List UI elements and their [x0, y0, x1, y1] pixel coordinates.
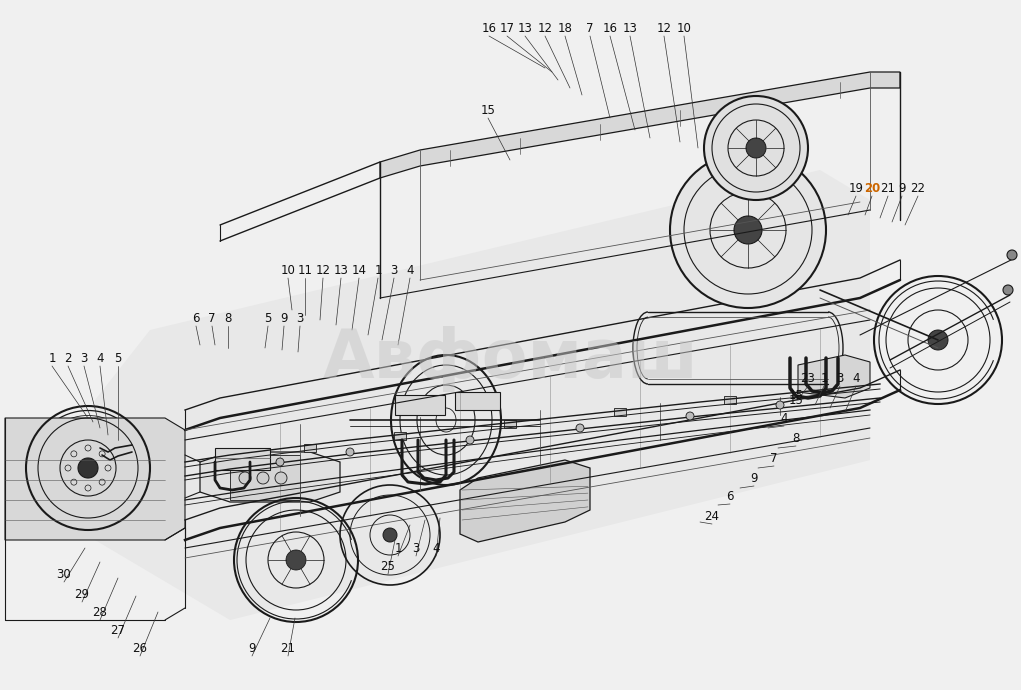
Circle shape [746, 138, 766, 158]
Circle shape [776, 401, 784, 409]
Bar [455, 392, 500, 410]
Text: 14: 14 [351, 264, 367, 277]
Circle shape [383, 528, 397, 542]
Text: 28: 28 [93, 606, 107, 618]
Text: 29: 29 [75, 587, 90, 600]
Polygon shape [380, 72, 900, 178]
Text: 30: 30 [56, 567, 71, 580]
Text: 25: 25 [381, 560, 395, 573]
Text: 26: 26 [133, 642, 147, 655]
Text: 9: 9 [248, 642, 255, 655]
Bar [394, 432, 406, 440]
Text: 4: 4 [432, 542, 440, 555]
Text: 9: 9 [898, 181, 906, 195]
Text: 8: 8 [225, 311, 232, 324]
Circle shape [704, 96, 808, 200]
Bar [304, 444, 317, 452]
Text: 3: 3 [390, 264, 398, 277]
Text: 21: 21 [880, 181, 895, 195]
Text: 6: 6 [192, 311, 200, 324]
Text: 18: 18 [557, 21, 573, 34]
Text: 3: 3 [81, 351, 88, 364]
Text: 9: 9 [750, 471, 758, 484]
Text: 13: 13 [623, 21, 637, 34]
Circle shape [928, 330, 949, 350]
Bar [504, 420, 516, 428]
Polygon shape [798, 355, 870, 398]
Text: 4: 4 [406, 264, 414, 277]
Circle shape [1007, 250, 1017, 260]
Text: 13: 13 [334, 264, 348, 277]
Text: 12: 12 [657, 21, 672, 34]
Text: 7: 7 [586, 21, 594, 34]
Circle shape [78, 458, 98, 478]
Circle shape [239, 472, 251, 484]
Polygon shape [95, 170, 870, 620]
Circle shape [576, 424, 584, 432]
Text: 8: 8 [792, 431, 799, 444]
Text: 20: 20 [864, 181, 880, 195]
Circle shape [466, 436, 474, 444]
Bar [614, 408, 626, 416]
Text: 10: 10 [677, 21, 691, 34]
Text: 19: 19 [848, 181, 864, 195]
Text: 7: 7 [770, 451, 778, 464]
Circle shape [286, 550, 306, 570]
Circle shape [670, 152, 826, 308]
Bar [395, 395, 445, 415]
Text: 6: 6 [726, 489, 734, 502]
Text: 3: 3 [836, 371, 843, 384]
Text: 9: 9 [280, 311, 288, 324]
Text: 15: 15 [481, 104, 495, 117]
Bar [215, 448, 270, 470]
Text: 11: 11 [297, 264, 312, 277]
Polygon shape [460, 460, 590, 542]
Text: 5: 5 [264, 311, 272, 324]
Polygon shape [108, 420, 160, 502]
Text: 12: 12 [315, 264, 331, 277]
Circle shape [686, 412, 694, 420]
Text: 23: 23 [800, 371, 816, 384]
Text: 7: 7 [208, 311, 215, 324]
Circle shape [275, 472, 287, 484]
Text: 17: 17 [499, 21, 515, 34]
Circle shape [734, 216, 762, 244]
Polygon shape [680, 212, 820, 248]
Text: 16: 16 [482, 21, 496, 34]
Circle shape [257, 472, 269, 484]
Text: 5: 5 [114, 351, 121, 364]
Text: 24: 24 [704, 509, 720, 522]
Text: 21: 21 [281, 642, 295, 655]
Circle shape [276, 458, 284, 466]
Text: 16: 16 [602, 21, 618, 34]
Bar [724, 396, 736, 404]
Circle shape [1003, 285, 1013, 295]
Text: 22: 22 [911, 181, 925, 195]
Text: 4: 4 [96, 351, 104, 364]
Text: 27: 27 [110, 624, 126, 636]
Text: 10: 10 [281, 264, 295, 277]
Text: 12: 12 [537, 21, 552, 34]
Text: 1: 1 [394, 542, 401, 555]
Polygon shape [5, 418, 185, 540]
Text: 1: 1 [820, 371, 828, 384]
Text: 13: 13 [518, 21, 532, 34]
Text: 2: 2 [64, 351, 71, 364]
Text: 4: 4 [780, 411, 788, 424]
Text: 15: 15 [788, 388, 804, 402]
Text: 1: 1 [48, 351, 56, 364]
Text: 1: 1 [375, 264, 382, 277]
Circle shape [346, 448, 354, 456]
Text: 15: 15 [788, 393, 804, 406]
Text: Авфомаш: Авфомаш [323, 326, 698, 392]
Text: 4: 4 [853, 371, 860, 384]
Text: 3: 3 [296, 311, 303, 324]
Polygon shape [230, 455, 300, 500]
Text: 3: 3 [412, 542, 420, 555]
Polygon shape [200, 452, 340, 502]
